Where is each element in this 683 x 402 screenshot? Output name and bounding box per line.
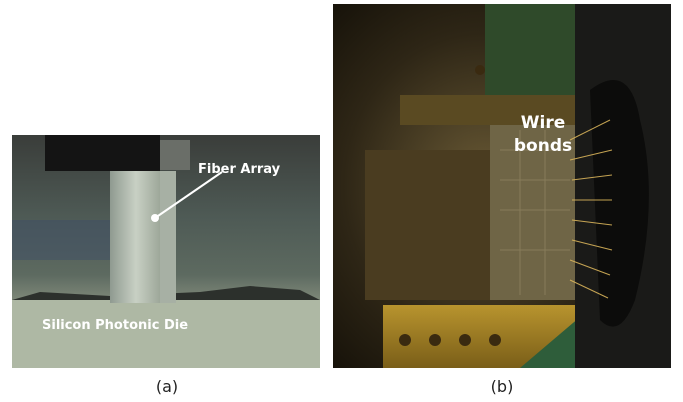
figure: Fiber Array Silicon Photonic Die (a) (b) [0, 0, 683, 402]
label: Wire bonds [508, 112, 578, 158]
caption: (b) [491, 377, 514, 396]
photo-a: Fiber Array Silicon Photonic Die [12, 135, 320, 368]
label: Fiber Array [198, 162, 281, 177]
caption: (a) [156, 377, 178, 396]
photo-b [333, 4, 671, 368]
figure-canvas: Fiber Array Silicon Photonic Die (a) (b) [0, 0, 683, 402]
label: Silicon Photonic Die [42, 318, 188, 333]
